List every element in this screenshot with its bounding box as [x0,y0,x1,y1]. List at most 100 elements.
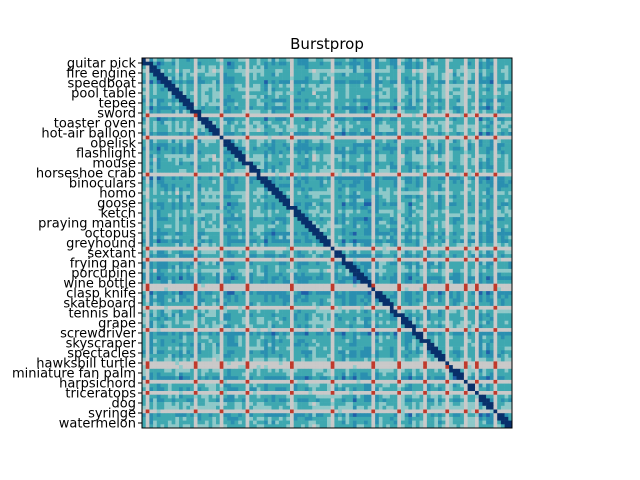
heatmap-cell [419,209,424,214]
heatmap-cell [308,69,313,74]
heatmap-cell [290,191,294,196]
heatmap-cell [201,228,206,233]
heatmap-cell [290,198,294,203]
heatmap-cell [164,213,169,218]
heatmap-cell [201,91,206,96]
heatmap-cell [153,202,158,207]
heatmap-cell [341,106,346,111]
heatmap-cell [282,165,287,170]
heatmap-cell [171,61,176,66]
heatmap-cell [471,187,476,192]
heatmap-cell [267,128,272,133]
heatmap-cell [293,135,298,140]
heatmap-cell [245,169,250,173]
heatmap-cell [338,58,343,62]
heatmap-cell [352,172,357,177]
heatmap-cell [482,161,487,166]
heatmap-cell [315,83,320,88]
heatmap-cell [508,109,513,114]
heatmap-cell [389,80,394,85]
heatmap-cell [323,235,328,240]
heatmap-cell [401,98,405,103]
heatmap-cell [449,150,454,155]
heatmap-cell [293,191,298,196]
heatmap-cell [190,239,195,244]
heatmap-cell [160,139,165,144]
heatmap-cell [290,132,294,136]
heatmap-cell [460,95,465,99]
heatmap-cell [364,76,368,81]
heatmap-cell [216,106,220,111]
heatmap-cell [275,194,280,199]
heatmap-cell [167,165,172,170]
heatmap-cell [186,172,191,177]
heatmap-cell [415,217,420,222]
heatmap-cell [349,65,354,70]
heatmap-cell [430,157,435,162]
heatmap-cell [227,65,232,70]
heatmap-cell [460,87,465,92]
heatmap-cell [330,128,335,133]
heatmap-cell [393,213,398,218]
heatmap-cell [341,72,346,77]
heatmap-cell [401,143,405,148]
heatmap-cell [360,194,365,199]
heatmap-cell [364,109,368,114]
heatmap-cell [438,206,442,210]
heatmap-cell [245,69,250,74]
heatmap-cell [319,172,324,177]
heatmap-cell [167,217,172,222]
heatmap-cell [219,206,224,210]
heatmap-cell [264,58,269,62]
heatmap-cell [145,132,150,136]
heatmap-cell [145,176,150,181]
heatmap-cell [349,224,354,229]
heatmap-cell [349,157,354,162]
heatmap-cell [456,183,461,188]
heatmap-cell [201,120,206,125]
heatmap-cell [489,239,494,244]
heatmap-cell [153,228,158,233]
heatmap-cell [338,146,343,151]
heatmap-cell [256,220,261,225]
heatmap-cell [482,139,487,144]
heatmap-cell [267,157,272,162]
heatmap-cell [423,150,428,155]
heatmap-cell [264,231,269,236]
heatmap-cell [452,161,457,166]
heatmap-cell [271,91,276,96]
heatmap-cell [338,180,343,185]
heatmap-cell [286,217,291,222]
heatmap-cell [153,132,158,136]
heatmap-cell [364,209,368,214]
heatmap-cell [460,120,465,125]
heatmap-cell [423,132,428,136]
heatmap-cell [460,187,465,192]
heatmap-cell [304,209,309,214]
heatmap-cell [508,102,513,107]
heatmap-cell [219,69,224,74]
heatmap-cell [334,69,339,74]
heatmap-cell [478,69,483,74]
heatmap-cell [382,209,387,214]
heatmap-cell [293,235,298,240]
heatmap-cell [493,161,498,166]
heatmap-cell [204,76,209,81]
heatmap-cell [478,61,483,66]
heatmap-cell [245,157,250,162]
heatmap-cell [345,183,350,188]
heatmap-cell [256,202,261,207]
heatmap-cell [378,87,383,92]
heatmap-cell [426,102,431,107]
heatmap-cell [456,72,461,77]
heatmap-cell [275,106,280,111]
heatmap-cell [293,146,298,151]
heatmap-cell [349,91,354,96]
heatmap-cell [352,169,357,173]
heatmap-cell [264,202,269,207]
heatmap-cell [497,61,502,66]
heatmap-cell [186,169,191,173]
heatmap-cell [327,72,331,77]
heatmap-cell [164,87,169,92]
heatmap-cell [267,198,272,203]
